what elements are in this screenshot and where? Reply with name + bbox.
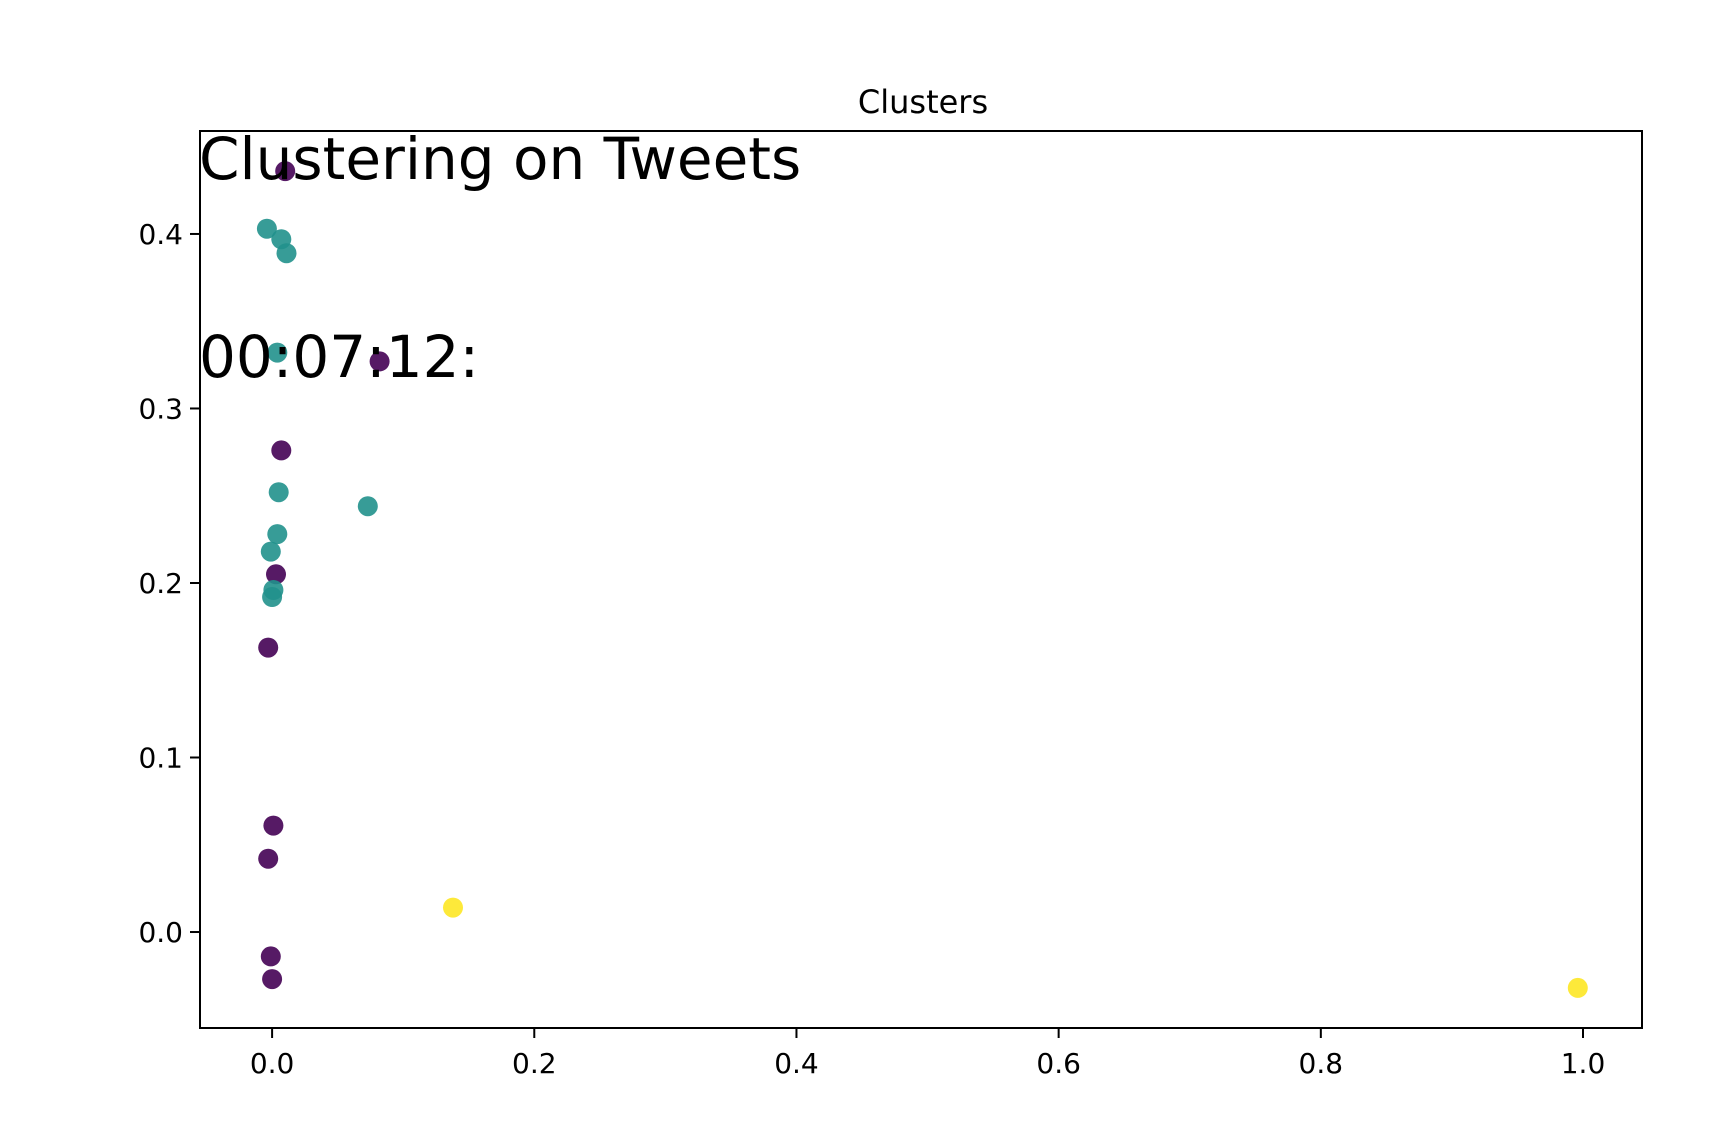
x-tick-label: 0.4 <box>774 1047 819 1080</box>
figure-suptitle: Clustering on Tweets 00:07:12: <box>199 0 801 522</box>
scatter-point-s1-p6 <box>267 524 288 545</box>
scatter-point-s1-p4 <box>268 482 289 503</box>
y-tick-label: 0.4 <box>138 218 183 251</box>
scatter-point-s0-p0 <box>275 161 296 182</box>
scatter-point-s1-p2 <box>276 243 297 264</box>
scatter-point-s0-p1 <box>369 351 390 372</box>
y-tick-label: 0.1 <box>138 742 183 775</box>
x-tick-label: 0.8 <box>1299 1047 1344 1080</box>
scatter-point-s0-p5 <box>263 815 284 836</box>
scatter-point-s2-p0 <box>443 897 463 918</box>
x-tick-label: 0.0 <box>250 1047 295 1080</box>
axis-ticks: 0.0 0.2 0.4 0.6 0.8 1.0 0.0 0.1 0.2 0.3 0.4 <box>138 218 1605 1080</box>
x-tick-label: 1.0 <box>1561 1047 1606 1080</box>
y-tick-label: 0.0 <box>138 916 183 949</box>
y-tick-label: 0.3 <box>138 392 183 425</box>
suptitle-line-2: 00:07:12: <box>199 323 480 391</box>
scatter-point-s0-p8 <box>262 969 283 990</box>
scatter-point-s0-p4 <box>258 637 279 658</box>
x-tick-label: 0.6 <box>1036 1047 1081 1080</box>
scatter-point-s1-p0 <box>256 218 277 239</box>
scatter-point-s0-p2 <box>271 440 292 461</box>
scatter-points <box>256 161 1588 998</box>
scatter-point-s1-p7 <box>260 541 281 562</box>
scatter-point-s1-p5 <box>357 496 378 517</box>
scatter-point-s1-p3 <box>267 342 288 363</box>
x-tick-label: 0.2 <box>512 1047 557 1080</box>
scatter-point-s0-p6 <box>258 848 279 869</box>
chart-title: Clusters <box>858 83 988 121</box>
suptitle-line-1: Clustering on Tweets <box>199 125 802 193</box>
scatter-point-s0-p7 <box>260 946 281 967</box>
scatter-point-s2-p1 <box>1567 977 1588 998</box>
scatter-point-s1-p9 <box>262 587 283 607</box>
axes-frame <box>199 130 1643 1029</box>
scatter-point-s0-p3 <box>266 564 286 585</box>
y-tick-label: 0.2 <box>138 567 183 600</box>
